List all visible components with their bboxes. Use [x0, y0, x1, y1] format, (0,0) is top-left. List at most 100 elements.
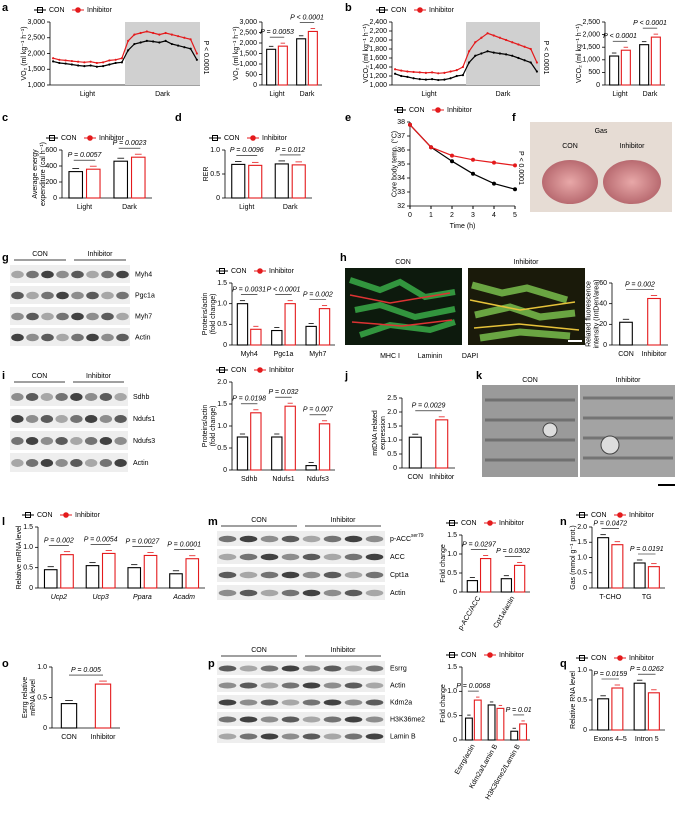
y-tick-label: 600 — [45, 147, 57, 154]
p-value: P = 0.0096 — [230, 147, 264, 154]
point — [412, 70, 415, 74]
p-value: P = 0.002 — [625, 281, 655, 288]
blot-band — [84, 415, 98, 423]
point — [195, 52, 198, 55]
x-tick-label: Dark — [496, 91, 511, 98]
point — [77, 60, 80, 63]
bar — [305, 465, 317, 471]
image-title: Gas — [595, 128, 608, 135]
blot-band — [41, 312, 54, 321]
bar — [169, 573, 183, 589]
blot-row-label: Ndufs3 — [133, 438, 155, 445]
point — [152, 40, 155, 43]
point — [513, 163, 517, 168]
legend-label: Inhibitor — [87, 7, 113, 14]
blot-band — [41, 270, 54, 279]
x-tick-label: Inhibitor — [91, 734, 117, 741]
y-tick-label: 0.5 — [577, 697, 587, 704]
y-tick-label: 500 — [245, 71, 257, 78]
point — [83, 65, 86, 68]
blot-band — [25, 437, 39, 445]
x-tick-label: p-ACC/ACC — [457, 595, 482, 631]
panel-letter: k — [476, 370, 483, 382]
p-value: P = 0.0262 — [630, 666, 664, 673]
blot-band — [26, 270, 39, 279]
bar — [408, 436, 422, 469]
blot-band — [99, 459, 113, 467]
blot-band — [86, 291, 99, 300]
panel-letter: p — [208, 658, 215, 670]
legend-label: CON — [461, 520, 477, 527]
legend-label: Inhibitor — [629, 655, 655, 662]
p-value: P = 0.0297 — [462, 541, 497, 548]
blot-band — [70, 415, 83, 423]
point — [498, 52, 502, 55]
p-value: P = 0.0198 — [232, 396, 266, 403]
y-tick-label: 2,400 — [369, 19, 387, 26]
image-label: Inhibitor — [514, 259, 540, 266]
p-value: P < 0.0001 — [290, 14, 324, 21]
blot-band — [55, 437, 68, 445]
panel-letter: n — [560, 516, 567, 528]
y-tick-label: 1,500 — [27, 66, 45, 73]
bar — [291, 164, 306, 199]
y-axis-label: expenditure (cal h⁻¹) — [40, 142, 47, 206]
p-value: P = 0.0029 — [412, 403, 446, 410]
point — [437, 72, 440, 75]
y-tick-label: 0 — [216, 195, 220, 202]
blot-band — [365, 716, 384, 723]
point — [393, 72, 397, 75]
x-tick-label: Inhibitor — [429, 474, 455, 481]
x-tick-label: Ndufs3 — [307, 476, 329, 483]
legend-label: CON — [231, 367, 247, 374]
bar — [647, 566, 660, 589]
panel-letter: e — [345, 112, 351, 124]
blot-band — [70, 437, 83, 445]
x-axis-label: Time (h) — [450, 223, 476, 230]
blot-band — [344, 733, 363, 740]
bar — [305, 325, 317, 346]
blot-band — [114, 393, 127, 401]
y-axis-label: Relative RNA level — [570, 671, 577, 729]
p-value: P < 0.0001 — [267, 287, 301, 294]
point — [127, 49, 130, 52]
y-tick-label: 20 — [599, 321, 607, 328]
bar — [231, 163, 246, 199]
blot-band — [56, 312, 69, 321]
blot-band — [56, 270, 69, 279]
p-value: P = 0.0159 — [593, 671, 627, 678]
bar — [435, 419, 449, 469]
y-axis-label: Gas (mmol g⁻¹ prot.) — [570, 525, 577, 589]
y-tick-label: 1.0 — [577, 667, 587, 674]
series-line — [409, 124, 516, 190]
point — [498, 36, 502, 39]
stain-label: DAPI — [462, 353, 478, 360]
y-tick-label: 1.5 — [23, 524, 33, 531]
blot-band — [260, 682, 279, 689]
blot-band — [218, 665, 237, 672]
blot-band — [86, 270, 99, 279]
y-tick-label: 3,000 — [239, 19, 257, 26]
blot-strip — [217, 567, 385, 582]
series-line — [409, 124, 516, 166]
blot-band — [218, 589, 237, 597]
blot-band — [218, 535, 237, 543]
p-value: P < 0.0001 — [603, 33, 637, 40]
y-tick-label: 500 — [588, 69, 600, 76]
point — [511, 41, 514, 44]
point — [400, 74, 403, 78]
blot-band — [344, 716, 363, 723]
p-value: P = 0.0023 — [113, 140, 147, 147]
point — [511, 54, 514, 57]
blot-band — [99, 437, 113, 445]
y-axis-label: (fold change) — [210, 406, 217, 447]
point — [177, 44, 180, 47]
point — [83, 61, 86, 64]
blot-row-label: Sdhb — [133, 394, 149, 401]
y-axis-label: Fold change — [440, 684, 447, 723]
blot-band — [344, 699, 363, 706]
legend-label: Inhibitor — [429, 7, 455, 14]
p-value: P = 0.0472 — [593, 521, 627, 528]
bar — [284, 303, 296, 346]
blot-band — [323, 699, 342, 706]
